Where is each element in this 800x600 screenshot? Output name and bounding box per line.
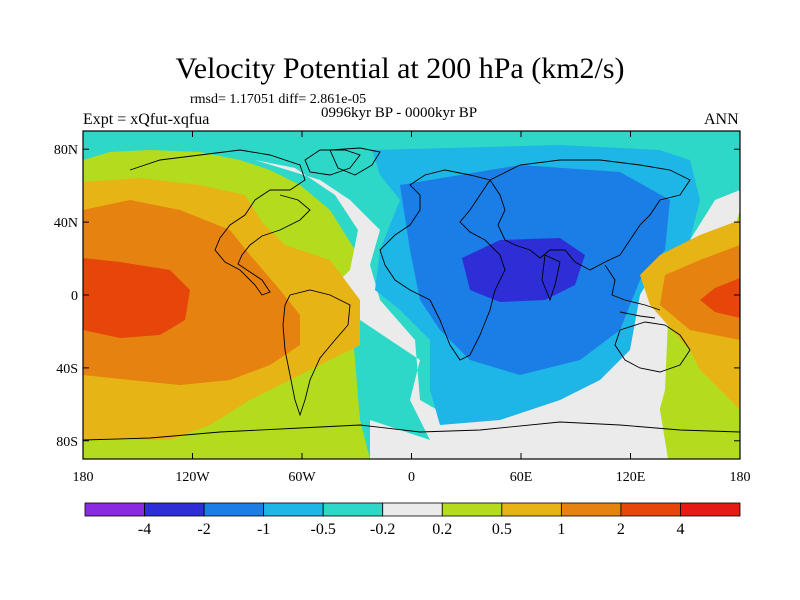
lat-tick-label: 80N (54, 143, 78, 158)
map-title: Velocity Potential at 200 hPa (km2/s) (175, 52, 625, 85)
coastlines (83, 147, 740, 441)
colorbar-swatch (263, 502, 324, 517)
colorbar-swatch (680, 502, 741, 517)
colorbar-label: 2 (616, 521, 625, 538)
colorbar-swatch (620, 502, 681, 517)
field-pos-strong (83, 258, 190, 338)
colorbar-label: -2 (197, 521, 211, 538)
colorbar-label: 0.5 (491, 521, 512, 538)
field-pos-mid-east (660, 245, 740, 340)
colorbar-swatch (560, 502, 622, 517)
lon-tick-label: 60W (288, 470, 316, 485)
field-neutral-south (370, 410, 668, 459)
colorbar-label: 0.2 (432, 521, 453, 538)
field-pos-strong-east (700, 278, 740, 318)
field-pos-mid (83, 200, 300, 385)
lat-tick-label: 40N (54, 216, 78, 231)
lon-tick-label: 180 (730, 470, 751, 485)
colorbar-label: 4 (676, 521, 685, 538)
colorbar-swatch (144, 502, 205, 517)
lon-tick-label: 120E (616, 470, 646, 485)
lon-tick-label: 60E (510, 470, 533, 485)
lat-tick-label: 40S (56, 362, 78, 377)
colorbar-swatch (322, 502, 384, 517)
colorbar-swatch (501, 502, 562, 517)
colorbar (84, 502, 741, 517)
time-period: 0996kyr BP - 0000kyr BP (321, 105, 478, 121)
colorbar-swatch (84, 502, 145, 517)
lon-tick-label: 0 (408, 470, 415, 485)
colorbar-label: -4 (137, 521, 152, 538)
colorbar-label: -0.5 (310, 521, 336, 538)
colorbar-swatch (441, 502, 503, 517)
colorbar-label: 1 (557, 521, 566, 538)
lat-tick-label: 0 (71, 289, 78, 304)
colorbar-swatch (203, 502, 265, 517)
field-neutral (255, 160, 740, 450)
colorbar-label: -1 (256, 521, 271, 538)
lon-tick-label: 180 (73, 470, 94, 485)
contour-fill-layer (83, 131, 740, 459)
colorbar-label: -0.2 (370, 521, 396, 538)
season-label: ANN (704, 111, 739, 128)
rmsd-stats: rmsd= 1.17051 diff= 2.861e-05 (190, 92, 367, 107)
experiment-label: Expt = xQfut-xqfua (83, 111, 210, 128)
axis-ticks: 80N 40N 0 40S 80S 180 120W 60W 0 60E 120E 180 (54, 131, 751, 485)
colorbar-swatch (382, 502, 443, 517)
lon-tick-label: 120W (175, 470, 210, 485)
lat-tick-label: 80S (56, 435, 78, 450)
